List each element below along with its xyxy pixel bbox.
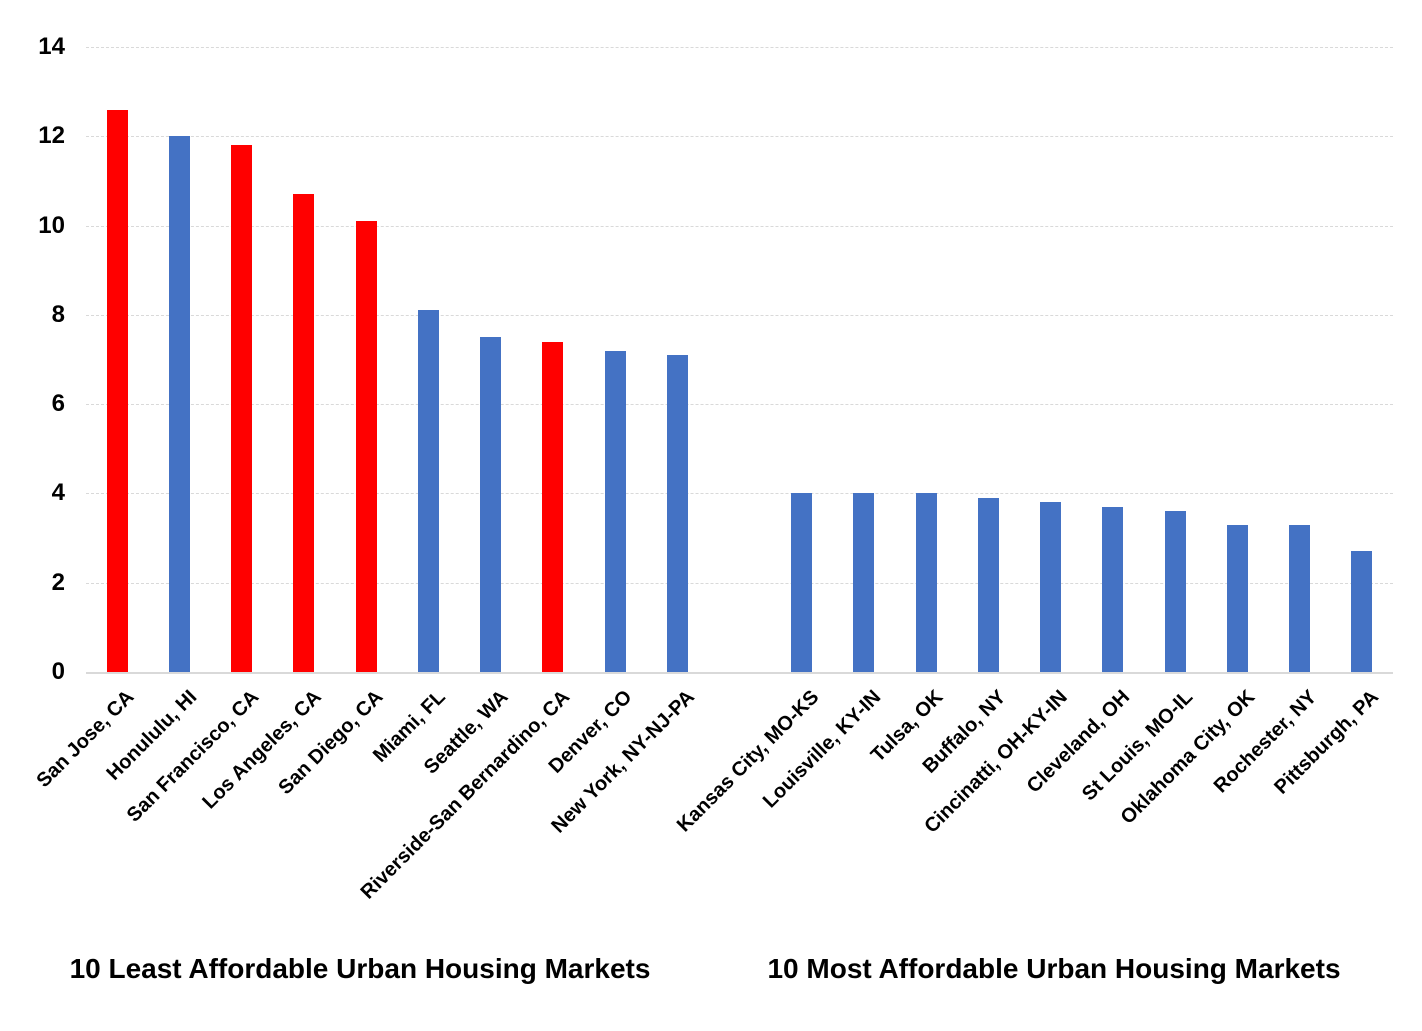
gridline-y-2 bbox=[86, 582, 1393, 584]
bar-san-diego-ca bbox=[355, 221, 377, 672]
y-axis-tick-label-10: 10 bbox=[38, 211, 65, 239]
group-title-most-affordable: 10 Most Affordable Urban Housing Markets bbox=[767, 953, 1341, 984]
gridline-y-12 bbox=[86, 136, 1393, 138]
bar-pittsburgh-pa bbox=[1351, 551, 1373, 672]
bar-oklahoma-city-ok bbox=[1226, 524, 1248, 672]
bar-miami-fl bbox=[417, 310, 439, 672]
bar-buffalo-ny bbox=[977, 497, 999, 672]
bar-riverside-san-bernardino-ca bbox=[542, 341, 564, 672]
gridline-y-6 bbox=[86, 404, 1393, 406]
group-title-least-affordable: 10 Least Affordable Urban Housing Market… bbox=[69, 953, 651, 984]
y-axis-tick-label-8: 8 bbox=[51, 300, 65, 328]
plot-area bbox=[86, 47, 1393, 674]
bar-rochester-ny bbox=[1289, 524, 1311, 672]
bar-los-angeles-ca bbox=[293, 194, 315, 672]
bar-seattle-wa bbox=[480, 337, 502, 672]
gridline-y-14 bbox=[86, 47, 1393, 48]
gridline-y-10 bbox=[86, 225, 1393, 227]
bar-kansas-city-mo-ks bbox=[791, 493, 813, 672]
bar-cincinatti-oh-ky-in bbox=[1040, 502, 1062, 672]
bar-new-york-ny-nj-pa bbox=[666, 355, 688, 672]
bar-honululu-hi bbox=[168, 136, 190, 672]
bar-louisville-ky-in bbox=[853, 493, 875, 672]
bar-cleveland-oh bbox=[1102, 506, 1124, 672]
category-label-st-louis-mo-il: St Louis, MO-IL bbox=[1077, 686, 1197, 806]
bar-denver-co bbox=[604, 350, 626, 672]
y-axis-tick-label-6: 6 bbox=[51, 390, 65, 418]
y-axis-tick-label-0: 0 bbox=[51, 658, 65, 685]
bar-st-louis-mo-il bbox=[1164, 511, 1186, 672]
gridline-y-8 bbox=[86, 314, 1393, 316]
bar-tulsa-ok bbox=[915, 493, 937, 672]
y-axis-tick-label-2: 2 bbox=[51, 568, 65, 596]
y-axis-tick-label-14: 14 bbox=[38, 33, 65, 60]
bar-san-jose-ca bbox=[106, 109, 128, 672]
y-axis-tick-label-4: 4 bbox=[51, 479, 65, 507]
category-label-louisville-ky-in: Louisville, KY-IN bbox=[759, 686, 886, 813]
bar-san-francisco-ca bbox=[231, 145, 253, 672]
gridline-y-4 bbox=[86, 493, 1393, 495]
x-axis-baseline bbox=[86, 672, 1393, 674]
y-axis-tick-label-12: 12 bbox=[38, 122, 65, 150]
